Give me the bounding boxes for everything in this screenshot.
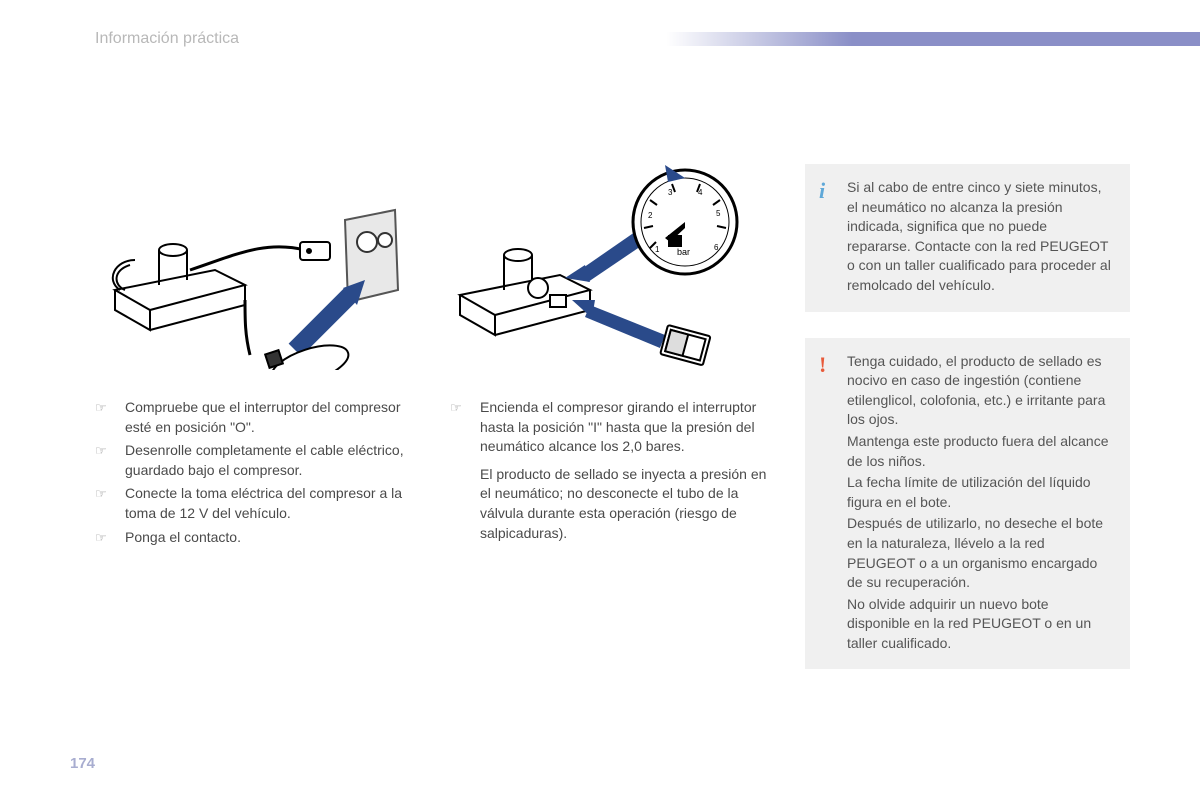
svg-text:6: 6 (714, 243, 719, 252)
step-text: Desenrolle completamente el cable eléctr… (125, 441, 420, 480)
hand-icon: ☞ (95, 398, 113, 437)
warning-text: Tenga cuidado, el producto de sellado es… (847, 352, 1114, 430)
steps-list-2: ☞Encienda el compresor girando el interr… (450, 398, 775, 461)
list-item: ☞Encienda el compresor girando el interr… (450, 398, 775, 457)
hand-icon: ☞ (450, 398, 468, 457)
warning-icon: ! (819, 350, 826, 381)
illustration-compressor-plug (95, 160, 405, 370)
paragraph: El producto de sellado se inyecta a pres… (450, 465, 775, 543)
step-text: Compruebe que el interruptor del compres… (125, 398, 420, 437)
warning-text: No olvide adquirir un nuevo bote disponi… (847, 595, 1114, 654)
section-title: Información práctica (95, 30, 239, 48)
svg-text:4: 4 (698, 188, 703, 197)
content-area: ☞ Compruebe que el interruptor del compre… (95, 160, 1130, 695)
svg-text:5: 5 (716, 209, 721, 218)
list-item: ☞ Ponga el contacto. (95, 528, 420, 548)
list-item: ☞ Compruebe que el interruptor del compre… (95, 398, 420, 437)
header-accent-bar (620, 32, 1200, 46)
column-3: i Si al cabo de entre cinco y siete minu… (805, 160, 1130, 695)
info-icon: i (819, 176, 825, 207)
warning-text: La fecha límite de utilización del líqui… (847, 473, 1114, 512)
hand-icon: ☞ (95, 441, 113, 480)
column-1: ☞ Compruebe que el interruptor del compre… (95, 160, 420, 695)
svg-text:3: 3 (668, 188, 673, 197)
svg-text:bar: bar (677, 247, 690, 257)
warning-box: ! Tenga cuidado, el producto de sellado … (805, 338, 1130, 670)
svg-text:1: 1 (655, 245, 660, 254)
warning-text: Después de utilizarlo, no deseche el bot… (847, 514, 1114, 592)
hand-icon: ☞ (95, 484, 113, 523)
list-item: ☞ Conecte la toma eléctrica del compresor… (95, 484, 420, 523)
column-2: 1 2 3 4 5 6 bar (450, 160, 775, 695)
step-text: Conecte la toma eléctrica del compresor … (125, 484, 420, 523)
list-item: ☞ Desenrolle completamente el cable eléct… (95, 441, 420, 480)
warning-text: Mantenga este producto fuera del alcance… (847, 432, 1114, 471)
step-text: Ponga el contacto. (125, 528, 420, 548)
info-box: i Si al cabo de entre cinco y siete minu… (805, 164, 1130, 312)
svg-text:2: 2 (648, 211, 653, 220)
page-number: 174 (70, 755, 95, 772)
info-text: Si al cabo de entre cinco y siete minuto… (847, 178, 1114, 296)
steps-list-1: ☞ Compruebe que el interruptor del compre… (95, 398, 420, 551)
hand-icon: ☞ (95, 528, 113, 548)
step-text: Encienda el compresor girando el interru… (480, 398, 775, 457)
illustration-gauge: 1 2 3 4 5 6 bar (450, 160, 760, 370)
